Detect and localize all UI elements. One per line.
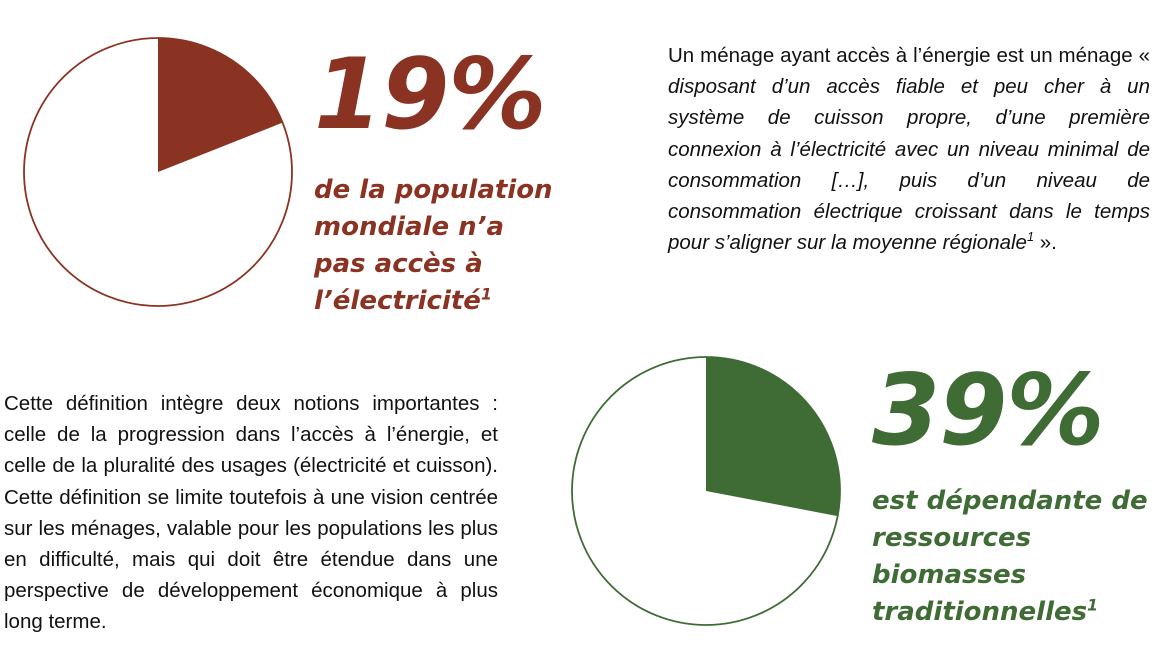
quote-intro: Un ménage ayant accès à l’énergie est un… (668, 44, 1133, 67)
quote-body: disposant d’un accès fiable et peu cher … (668, 75, 1150, 255)
electricity-footnote: 1 (480, 285, 492, 304)
definition-paragraph: Cette définition intègre deux notions im… (4, 392, 498, 634)
biomass-caption: est dépendante de ressources biomasses t… (872, 483, 1160, 631)
biomass-caption-text: est dépendante de ressources biomasses t… (872, 486, 1148, 627)
electricity-access-pie-chart (23, 37, 293, 307)
electricity-caption-text: de la population mondiale n’a pas accès … (314, 175, 553, 316)
biomass-dependence-pie-chart (571, 356, 841, 626)
quote-open-mark: « (1138, 44, 1150, 67)
pie-slice-no-electricity (158, 38, 283, 172)
quote-footnote: 1 (1026, 229, 1035, 245)
pie-slice-biomass (706, 357, 841, 517)
quote-close-mark: ». (1034, 231, 1057, 255)
energy-access-definition-quote: Un ménage ayant accès à l’énergie est un… (668, 40, 1150, 258)
electricity-caption: de la population mondiale n’a pas accès … (314, 172, 564, 320)
biomass-footnote: 1 (1087, 596, 1098, 615)
biomass-percent: 39% (872, 354, 1105, 468)
electricity-percent: 19% (314, 38, 547, 152)
